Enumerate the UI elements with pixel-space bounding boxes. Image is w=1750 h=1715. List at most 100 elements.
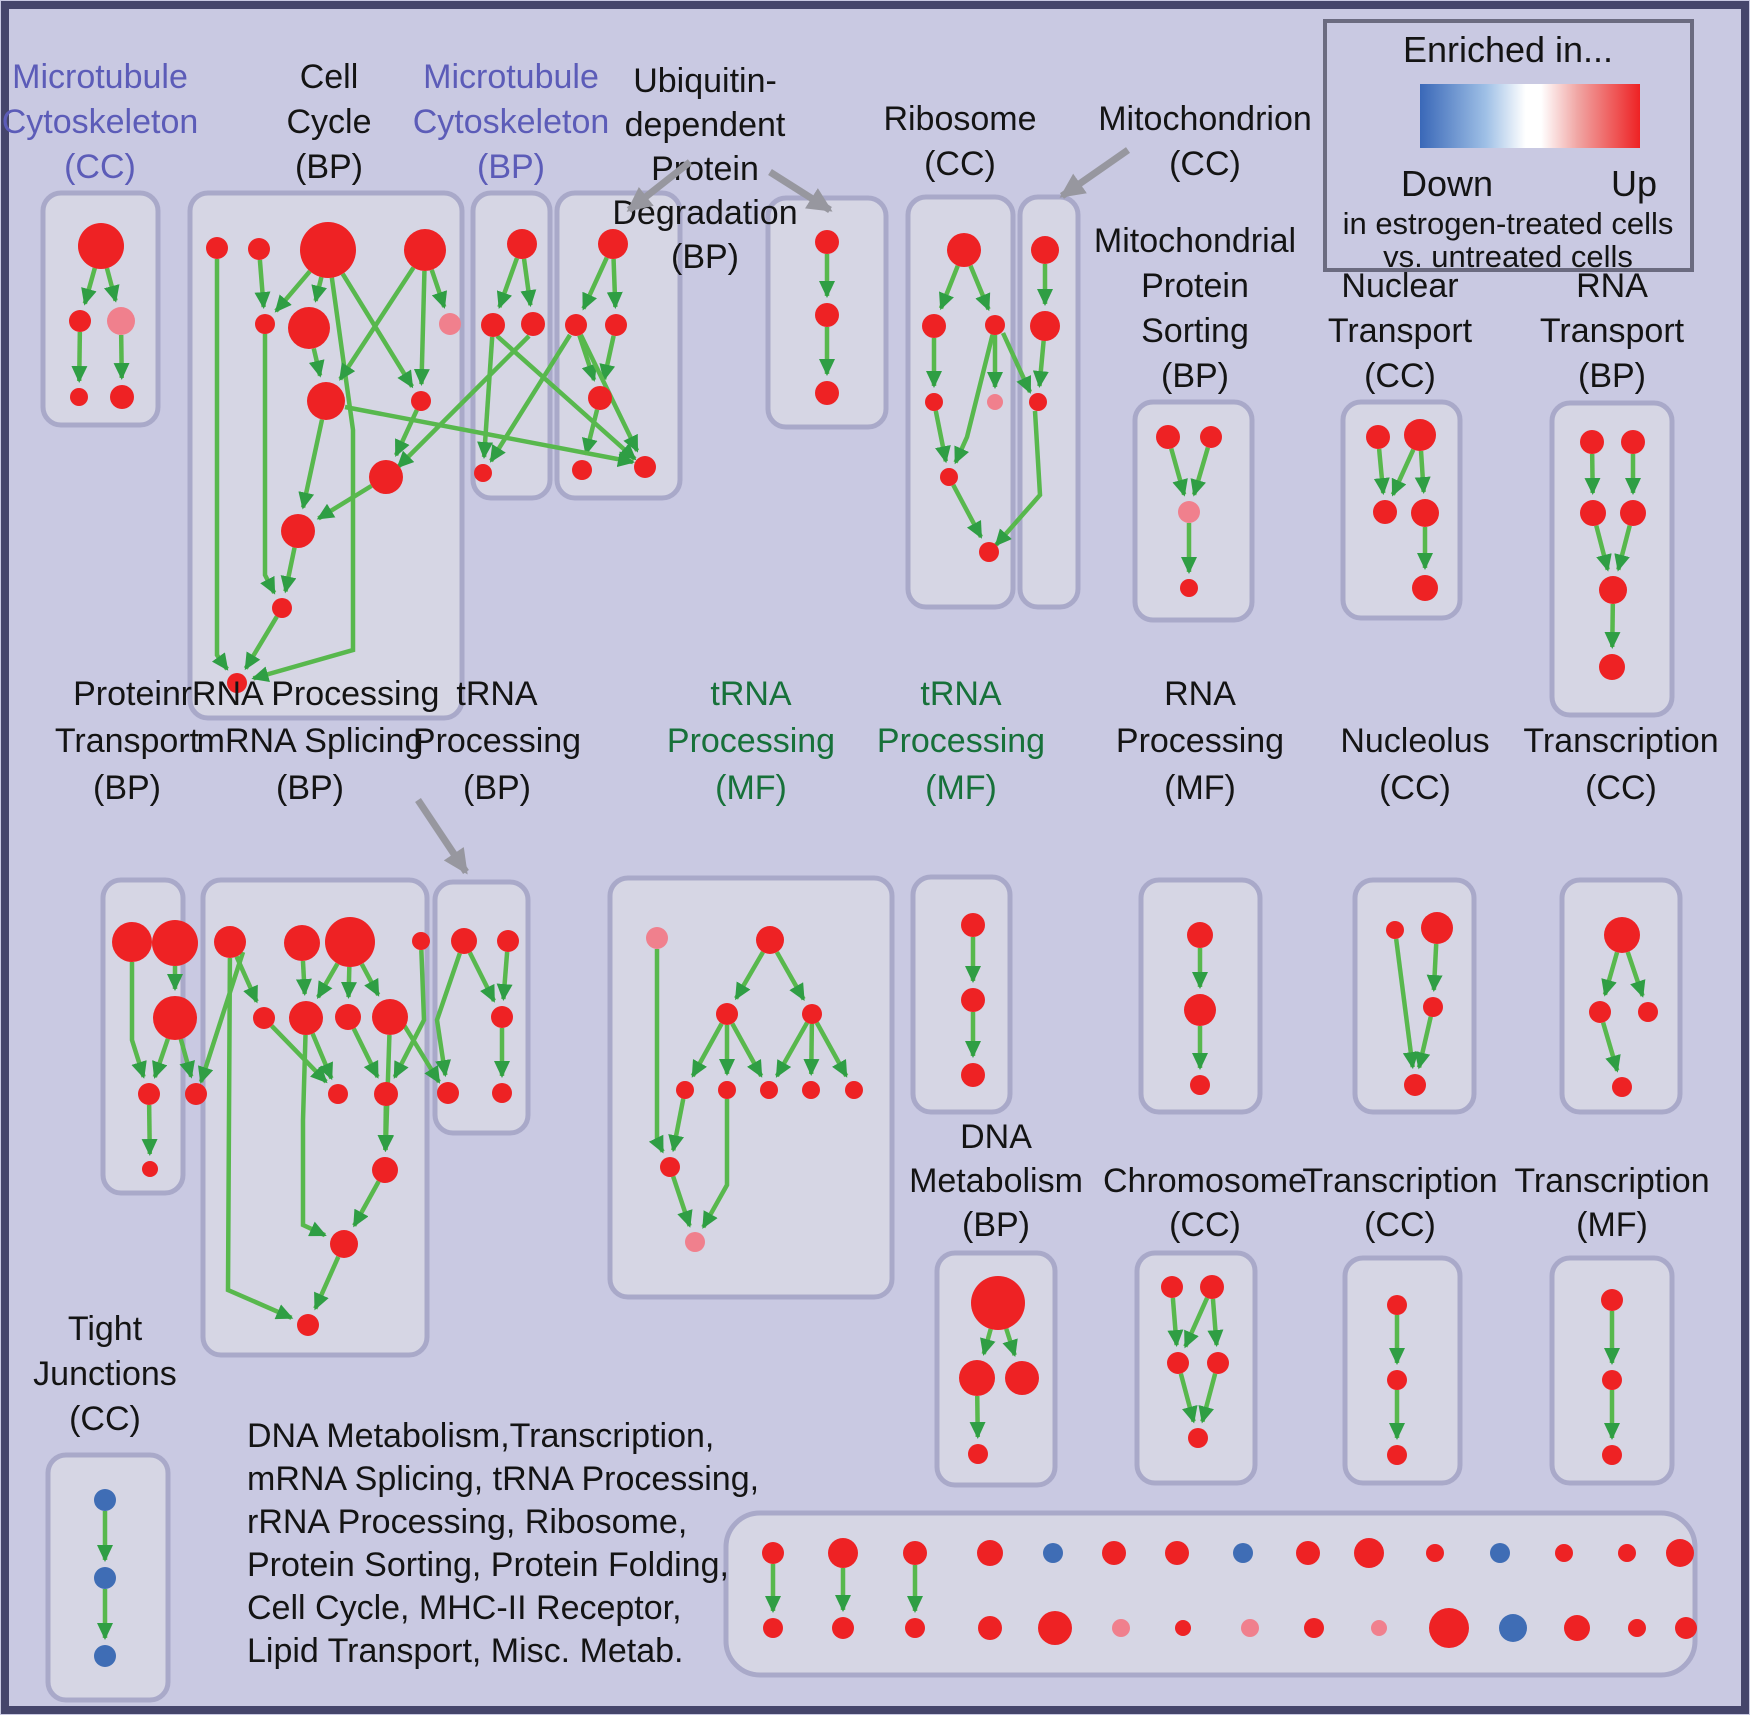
cluster-box-ubiquitin-dependent-protein-degradation — [554, 190, 683, 501]
go-term-node-nucleolus-cc — [1404, 1074, 1426, 1096]
go-term-node-dna-metabolism — [959, 1360, 995, 1396]
go-term-node-cell-cycle — [369, 460, 403, 494]
edge-dna-metabolism — [980, 1328, 996, 1356]
go-term-node-microtubule-cytoskeleton-bp — [474, 464, 492, 482]
edge-rna-transport — [1594, 525, 1612, 572]
label-callout-arrow — [1059, 147, 1131, 199]
go-term-node-nuclear-transport — [1412, 575, 1438, 601]
go-term-node-rrna-processing-mrna-splicing — [284, 925, 320, 961]
go-term-node-cell-cycle — [404, 229, 446, 271]
misc-categories-lines: DNA Metabolism,Transcription, mRNA Splici… — [247, 1417, 759, 1670]
go-term-node-dna-metabolism — [971, 1276, 1025, 1330]
go-term-node-mixed-categories-strip — [1371, 1620, 1387, 1636]
cluster-label-rna-processing-mf: RNA Processing (MF) — [1116, 675, 1284, 807]
edge-cell-cycle — [251, 277, 356, 682]
go-term-node-mixed-categories-strip — [1241, 1619, 1259, 1637]
cluster-label-trna-processing-mf-large: tRNA Processing (MF) — [667, 675, 835, 807]
go-term-node-transcription-cc-middle — [1612, 1077, 1632, 1097]
go-term-node-rna-transport — [1599, 654, 1625, 680]
go-term-node-microtubule-cytoskeleton-bp — [521, 312, 545, 336]
go-term-node-trna-processing-mf-large — [802, 1081, 820, 1099]
go-term-node-rrna-processing-mrna-splicing — [297, 1314, 319, 1336]
go-term-node-protein-transport — [142, 1161, 158, 1177]
go-term-node-mixed-categories-strip — [1304, 1618, 1324, 1638]
go-term-node-ribosome-cc — [922, 314, 946, 338]
go-term-node-protein-transport — [185, 1083, 207, 1105]
cluster-label-nucleolus-cc: Nucleolus (CC) — [1340, 722, 1489, 807]
edge-cell-cycle — [274, 269, 312, 313]
go-term-node-tight-junctions — [94, 1567, 116, 1589]
go-term-node-rrna-processing-mrna-splicing — [289, 1001, 323, 1035]
cross-cluster-edge — [495, 334, 637, 461]
go-term-node-rrna-processing-mrna-splicing — [328, 1084, 348, 1104]
cluster-label-microtubule-cytoskeleton-cc: Microtubule Cytoskeleton (CC) — [2, 58, 199, 186]
edge-transcription-cc-middle — [1600, 1021, 1621, 1073]
cluster-label-protein-transport: Protein Transport (BP) — [55, 675, 200, 807]
go-term-node-ubiquitin-dependent-protein-degradation — [588, 386, 612, 410]
go-term-node-mitochondrion-cc — [1030, 311, 1060, 341]
edge-rrna-processing-mrna-splicing — [377, 1105, 394, 1152]
cluster-label-chromosome-cc: Chromosome (CC) — [1103, 1162, 1307, 1244]
go-term-node-rna-transport — [1599, 576, 1627, 604]
go-term-node-mixed-categories-strip — [1354, 1538, 1384, 1568]
go-term-node-cell-cycle — [272, 598, 292, 618]
edge-trna-processing-mf-large — [671, 1175, 693, 1228]
edge-cell-cycle — [316, 483, 373, 521]
edge-cell-cycle — [429, 269, 448, 309]
edge-rrna-processing-mrna-splicing — [340, 966, 357, 1000]
go-term-node-ribosome-cc — [947, 233, 981, 267]
edge-trna-processing-mf-large — [648, 949, 665, 1154]
cross-cluster-edge — [344, 404, 635, 468]
go-term-node-ubiquitin-dependent-protein-degradation — [565, 314, 587, 336]
go-term-node-mixed-categories-strip — [828, 1538, 858, 1568]
edge-cell-cycle — [338, 266, 416, 381]
go-term-node-rrna-processing-mrna-splicing — [335, 1004, 361, 1030]
go-term-node-cell-cycle — [300, 222, 356, 278]
go-term-node-microtubule-cytoskeleton-cc — [70, 388, 88, 406]
legend-title: Enriched in... — [1403, 29, 1613, 70]
edge-mitochondrial-protein-sorting — [1169, 447, 1188, 497]
edge-ribosome-cc — [951, 483, 983, 539]
cluster-box-transcription-cc-middle — [1559, 877, 1683, 1115]
go-term-node-rna-processing-mf — [1190, 1075, 1210, 1095]
go-term-node-cell-cycle — [439, 313, 461, 335]
go-term-node-ubiquitin-dependent-protein-degradation — [598, 229, 628, 259]
edge-ubiquitin-dependent-protein-degradation — [606, 258, 623, 310]
edge-rrna-processing-mrna-splicing — [310, 1032, 334, 1081]
edge-nuclear-transport — [1373, 448, 1390, 496]
go-term-node-protein-transport — [152, 920, 198, 966]
cluster-box-rrna-processing-mrna-splicing — [200, 877, 430, 1358]
go-term-node-trna-processing-bp — [437, 1082, 459, 1104]
go-term-node-mixed-categories-strip — [903, 1541, 927, 1565]
edge-cell-cycle — [254, 259, 271, 310]
nodes-layer — [69, 222, 1697, 1667]
go-term-node-mixed-categories-strip — [1233, 1543, 1253, 1563]
edge-cell-cycle — [211, 259, 229, 671]
edge-cell-cycle — [308, 347, 325, 378]
go-term-node-trna-processing-bp — [497, 930, 519, 952]
go-term-node-trna-processing-bp — [492, 1083, 512, 1103]
go-term-node-ribosome-cc — [940, 468, 958, 486]
cluster-label-rrna-processing-mrna-splicing: rRNA Processing mRNA Splicing (BP) — [181, 675, 440, 807]
go-term-node-rrna-processing-mrna-splicing — [412, 932, 430, 950]
legend-context-line1: in estrogen-treated cells — [1343, 206, 1674, 241]
cluster-labels-layer: Microtubule Cytoskeleton (CC) Cell Cycle (BP)… — [2, 58, 1719, 1438]
go-term-node-trna-processing-mf-large — [660, 1157, 680, 1177]
go-term-node-rrna-processing-mrna-splicing — [214, 926, 246, 958]
edges-layer — [71, 254, 1646, 1640]
go-term-node-mitochondrial-protein-sorting — [1156, 425, 1180, 449]
edge-nucleolus-cc — [1393, 938, 1419, 1070]
edge-chromosome-cc — [1207, 1298, 1224, 1348]
go-term-node-rrna-processing-mrna-splicing — [374, 1082, 398, 1106]
legend-down-label: Down — [1401, 163, 1493, 204]
cluster-box-transcription-cc-bottom — [1342, 1255, 1463, 1486]
edge-trna-processing-mf-large — [803, 1023, 820, 1076]
go-term-node-cell-cycle — [307, 382, 345, 420]
edge-ubiquitin-dependent-protein-degradation — [582, 409, 600, 456]
label-callout-arrow — [626, 159, 693, 213]
go-term-node-mixed-categories-strip — [1490, 1543, 1510, 1563]
go-term-node-cell-cycle — [227, 673, 247, 693]
go-term-node-microtubule-cytoskeleton-cc — [110, 385, 134, 409]
edge-trna-processing-bp — [434, 952, 462, 1078]
go-term-node-mixed-categories-strip — [1618, 1544, 1636, 1562]
